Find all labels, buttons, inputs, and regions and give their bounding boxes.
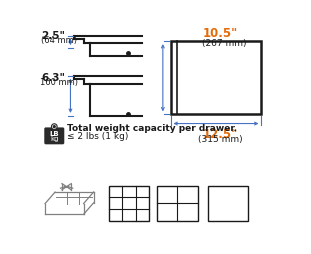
Text: 6.3": 6.3"	[41, 73, 65, 83]
Text: kg: kg	[50, 136, 58, 142]
Text: LB: LB	[49, 130, 59, 136]
Bar	[170, 42, 262, 115]
Bar	[207, 186, 248, 221]
Bar	[157, 186, 197, 221]
Text: 12.5": 12.5"	[203, 127, 238, 140]
Text: Total weight capacity per drawer.: Total weight capacity per drawer.	[67, 123, 237, 132]
Circle shape	[53, 126, 55, 128]
Text: 2.5": 2.5"	[41, 30, 65, 40]
Circle shape	[52, 124, 57, 130]
Text: (267 mm): (267 mm)	[202, 38, 247, 47]
Text: 10.5": 10.5"	[202, 27, 238, 40]
Text: 160 mm): 160 mm)	[40, 78, 78, 87]
Text: (64 mm): (64 mm)	[41, 36, 77, 45]
Bar	[109, 186, 149, 221]
Circle shape	[53, 125, 56, 129]
FancyBboxPatch shape	[44, 128, 64, 145]
Text: (315 mm): (315 mm)	[198, 135, 243, 144]
Text: ≤ 2 lbs (1 kg): ≤ 2 lbs (1 kg)	[67, 132, 129, 141]
